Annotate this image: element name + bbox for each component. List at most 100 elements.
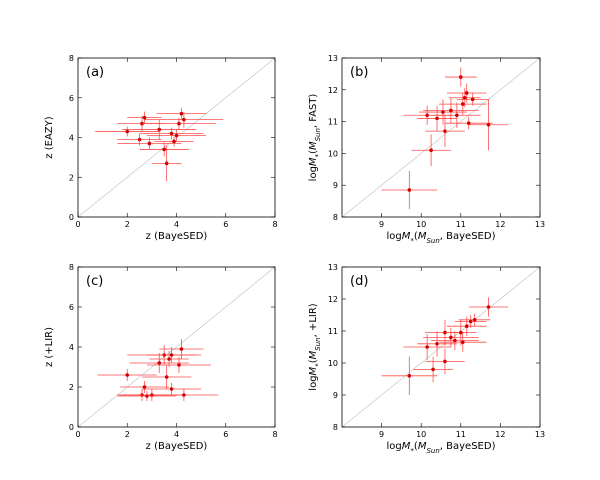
x-axis-label: z (BayeSED) <box>146 231 208 242</box>
one-to-one-line <box>341 57 541 218</box>
data-point-group <box>413 356 453 383</box>
x-tick-label: 12 <box>495 430 505 439</box>
data-point <box>179 347 184 351</box>
x-tick-label: 8 <box>272 430 277 439</box>
data-point <box>177 121 181 126</box>
one-to-one-line <box>77 266 276 428</box>
y-tick-label: 4 <box>69 134 74 143</box>
y-tick-label: 0 <box>69 213 74 222</box>
y-tick-label: 2 <box>69 173 74 182</box>
data-point-group <box>425 348 465 375</box>
plot-frame <box>341 57 541 218</box>
data-point-group <box>149 351 189 367</box>
data-point <box>169 353 174 357</box>
data-point <box>453 338 457 343</box>
data-point <box>425 345 429 349</box>
data-point-group <box>144 111 224 128</box>
data-point <box>443 129 447 133</box>
data-point-group <box>97 369 157 381</box>
data-point-group <box>119 381 170 393</box>
data-point <box>157 361 162 365</box>
data-point-group <box>439 332 487 352</box>
data-point <box>449 108 453 113</box>
data-point <box>455 113 459 118</box>
y-tick-label: 0 <box>69 423 74 432</box>
data-point-group <box>154 136 194 147</box>
y-tick-label: 4 <box>69 343 74 352</box>
data-point-group <box>142 383 202 395</box>
y-tick-label: 8 <box>333 213 338 222</box>
data-point <box>125 129 130 134</box>
data-point-group <box>95 126 160 137</box>
y-tick-label: 12 <box>328 295 338 304</box>
data-point-group <box>146 129 207 142</box>
data-point-group <box>419 99 467 125</box>
data-point-group <box>411 134 451 167</box>
x-tick-label: 2 <box>125 220 130 229</box>
panel-label: (b) <box>350 65 368 80</box>
data-point <box>182 393 186 397</box>
data-point-group <box>423 97 479 124</box>
data-point-group <box>417 331 457 357</box>
x-tick-label: 4 <box>174 220 179 229</box>
panel-d: 9 10 11 12 13 8 9 10 11 12 13 (d) logM*(MSun, BayeSE… <box>308 263 545 455</box>
data-point-group <box>444 67 477 87</box>
x-tick-label: 2 <box>125 430 130 439</box>
panel-c: 0 2 4 6 8 0 2 4 6 8 (c) z (BayeSED) z (+LIR) <box>44 263 278 452</box>
data-point <box>164 161 169 166</box>
data-point <box>435 342 439 346</box>
data-point <box>464 324 469 329</box>
y-tick-label: 8 <box>69 263 74 272</box>
y-tick-label: 6 <box>69 94 74 103</box>
x-tick-label: 8 <box>272 220 277 229</box>
data-point <box>441 110 445 114</box>
data-point <box>472 318 477 322</box>
data-point-group <box>151 145 182 182</box>
data-point <box>429 148 433 153</box>
data-point-group <box>454 315 487 328</box>
y-axis-label: logM*(MSun, +LIR) <box>308 303 322 390</box>
data-point-group <box>425 115 465 148</box>
data-point-group <box>458 313 491 327</box>
data-point <box>125 373 130 377</box>
data-point <box>435 116 439 121</box>
x-tick-label: 6 <box>223 430 228 439</box>
data-point-group <box>139 142 189 157</box>
x-axis-label: z (BayeSED) <box>146 441 208 452</box>
x-tick-label: 4 <box>174 430 179 439</box>
panel-b: 9 10 11 12 13 8 9 10 11 12 13 (b) logM*(MSun, BayeSE… <box>308 54 545 245</box>
data-point <box>486 305 491 309</box>
y-tick-label: 11 <box>328 118 338 127</box>
data-point-group <box>417 105 457 132</box>
y-tick-label: 2 <box>69 383 74 392</box>
data-point <box>486 122 491 127</box>
data-point-group <box>468 297 509 317</box>
data-point <box>162 147 166 152</box>
panel-label: (a) <box>86 65 104 80</box>
data-point <box>172 139 176 144</box>
data-point <box>179 111 184 116</box>
x-tick-label: 0 <box>75 220 80 229</box>
x-tick-label: 9 <box>379 430 384 439</box>
y-tick-label: 8 <box>333 423 338 432</box>
x-tick-label: 11 <box>456 220 466 229</box>
data-point <box>425 113 429 118</box>
data-point <box>443 359 447 364</box>
data-point-group <box>142 365 192 389</box>
data-point <box>177 363 181 367</box>
data-point-group <box>146 357 211 373</box>
data-point <box>407 188 412 192</box>
data-point <box>460 340 465 345</box>
y-tick-label: 11 <box>328 327 338 336</box>
data-point <box>147 141 152 146</box>
data-point-group <box>423 327 479 347</box>
data-point-group <box>468 99 509 151</box>
x-tick-label: 13 <box>535 220 545 229</box>
data-point <box>182 117 186 122</box>
y-axis-label: z (+LIR) <box>44 327 55 367</box>
data-point-group <box>127 111 162 124</box>
data-point-group <box>122 119 197 140</box>
data-point <box>169 387 174 391</box>
data-point <box>142 385 147 389</box>
data-point <box>167 357 171 361</box>
